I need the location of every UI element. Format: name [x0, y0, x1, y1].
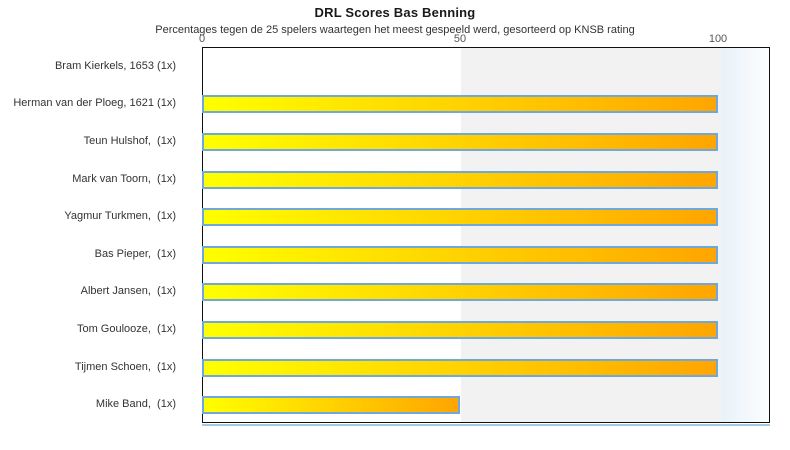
y-axis-label: Bas Pieper, (1x) — [94, 247, 176, 260]
y-axis-label: Tom Goulooze, (1x) — [76, 322, 176, 335]
chart-title: DRL Scores Bas Benning — [314, 5, 476, 20]
y-axis-label: Yagmur Turkmen, (1x) — [64, 210, 176, 223]
bar — [202, 170, 718, 189]
y-axis-label: Teun Hulshof, (1x) — [83, 134, 176, 147]
chart-subtitle: Percentages tegen de 25 spelers waartege… — [155, 24, 635, 36]
y-axis-label: Mike Band, (1x) — [95, 398, 176, 411]
bar — [202, 95, 718, 114]
y-axis-label: Herman van der Ploeg, 1621 (1x) — [13, 97, 176, 110]
y-axis-label: Mark van Toorn, (1x) — [72, 172, 176, 185]
bar — [202, 133, 718, 151]
bar — [202, 396, 460, 415]
bar — [202, 321, 718, 339]
y-axis-label: Albert Jansen, (1x) — [80, 285, 176, 298]
x-tick-label: 50 — [453, 33, 467, 45]
bar — [202, 208, 718, 227]
x-tick-label: 100 — [708, 33, 728, 45]
plot-area — [202, 47, 770, 423]
y-axis-label: Tijmen Schoen, (1x) — [74, 360, 176, 373]
bar — [202, 358, 718, 377]
bar — [202, 245, 718, 264]
y-axis-label: Bram Kierkels, 1653 (1x) — [54, 59, 176, 72]
plot-underline-accent — [202, 424, 770, 426]
bar — [202, 283, 718, 302]
x-tick-label: 0 — [198, 33, 206, 45]
